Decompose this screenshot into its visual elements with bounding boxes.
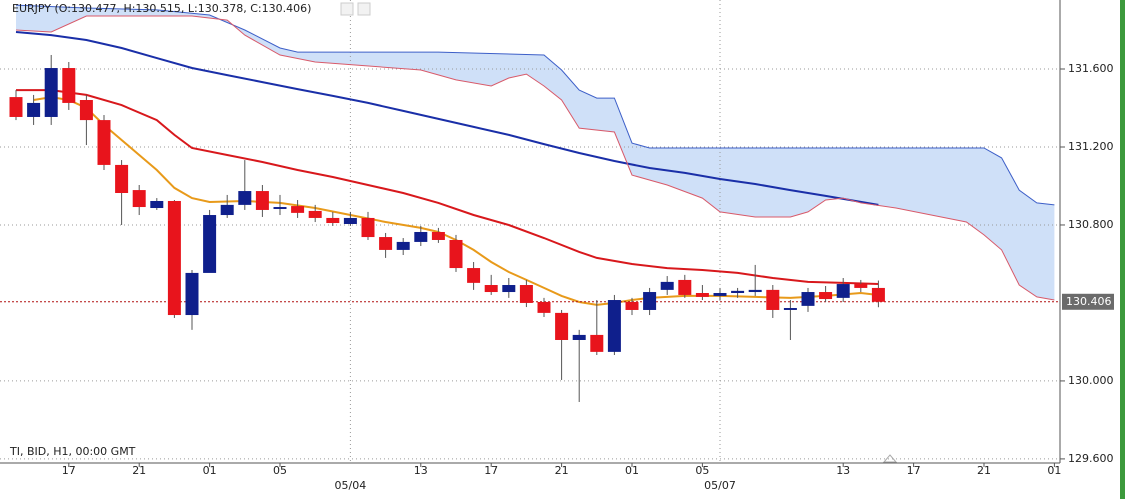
candle-body	[695, 293, 709, 297]
x-tick-label: 01	[625, 464, 639, 477]
candle-body	[590, 334, 604, 352]
candle-body	[396, 241, 410, 250]
candle-body	[766, 289, 780, 310]
date-tick-label: 05/07	[704, 479, 736, 492]
candle-body	[854, 284, 868, 288]
candle-body	[414, 231, 428, 242]
y-tick-label: 130.800	[1068, 218, 1114, 231]
candle-body	[167, 200, 181, 316]
x-tick-label: 05	[695, 464, 709, 477]
candle-body	[678, 279, 692, 295]
candle-body	[97, 120, 111, 165]
candle-body	[79, 100, 93, 121]
candle-body	[238, 191, 252, 205]
candle-body	[150, 200, 164, 209]
x-tick-label: 21	[132, 464, 146, 477]
x-tick-label: 05	[273, 464, 287, 477]
candle-body	[449, 239, 463, 269]
candle-body	[871, 287, 885, 302]
candle-body	[291, 206, 305, 213]
x-tick-label: 01	[1047, 464, 1061, 477]
chart-subtitle: TI, BID, H1, 00:00 GMT	[9, 445, 136, 458]
candle-body	[255, 191, 269, 210]
moving-average	[15, 31, 879, 206]
x-tick-label: 17	[62, 464, 76, 477]
chart-title: EURJPY (O:130.477, H:130.515, L:130.378,…	[12, 2, 311, 15]
candle-body	[819, 292, 833, 300]
candle-body	[731, 290, 745, 294]
title-icon[interactable]	[357, 2, 371, 16]
cloud	[15, 5, 1055, 301]
candle-body	[431, 231, 445, 240]
moving-average	[16, 89, 879, 285]
candle-body	[660, 281, 674, 290]
x-tick-label: 13	[836, 464, 850, 477]
price-label: 130.406	[1066, 295, 1112, 308]
candle-body	[748, 289, 762, 293]
candle-body	[713, 293, 727, 296]
candle-body	[273, 207, 287, 209]
plot-area	[0, 0, 1060, 463]
candle-body	[132, 190, 146, 208]
candle-body	[379, 237, 393, 250]
candle-body	[484, 285, 498, 293]
x-tick-label: 13	[414, 464, 428, 477]
candle-body	[9, 97, 23, 117]
candle-body	[801, 292, 815, 306]
candle-body	[115, 164, 129, 193]
candle-body	[519, 285, 533, 303]
x-tick-label: 17	[907, 464, 921, 477]
candle-body	[643, 292, 657, 310]
date-tick-label: 05/04	[335, 479, 367, 492]
y-tick-label: 131.200	[1068, 140, 1114, 153]
candle-body	[220, 204, 234, 216]
candle-body	[607, 300, 621, 352]
candle-body	[326, 217, 340, 224]
cloud-line	[15, 15, 1055, 301]
candle-body	[44, 68, 58, 117]
y-tick-label: 131.600	[1068, 62, 1114, 75]
candle-body	[502, 285, 516, 293]
candle-body	[467, 268, 481, 283]
x-tick-label: 01	[203, 464, 217, 477]
y-tick-label: 130.000	[1068, 374, 1114, 387]
candle-body	[836, 284, 850, 298]
candle-body	[185, 272, 199, 316]
x-tick-label: 17	[484, 464, 498, 477]
window-edge	[1120, 0, 1125, 499]
candle-body	[343, 217, 357, 224]
candle-body	[308, 210, 322, 218]
title-icon[interactable]	[340, 2, 354, 16]
marker	[882, 454, 898, 463]
x-tick-label: 21	[555, 464, 569, 477]
candle-body	[625, 301, 639, 310]
candle-body	[62, 68, 76, 103]
candle-body	[361, 217, 375, 238]
candle-body	[27, 102, 41, 117]
candle-body	[783, 308, 797, 310]
x-tick-label: 21	[977, 464, 991, 477]
candle-body	[572, 334, 586, 340]
candle-body	[555, 312, 569, 340]
price-label-box	[1062, 293, 1114, 310]
y-tick-label: 129.600	[1068, 452, 1114, 465]
candle-body	[203, 215, 217, 273]
cloud-line	[15, 4, 1055, 206]
candle-body	[537, 301, 551, 313]
